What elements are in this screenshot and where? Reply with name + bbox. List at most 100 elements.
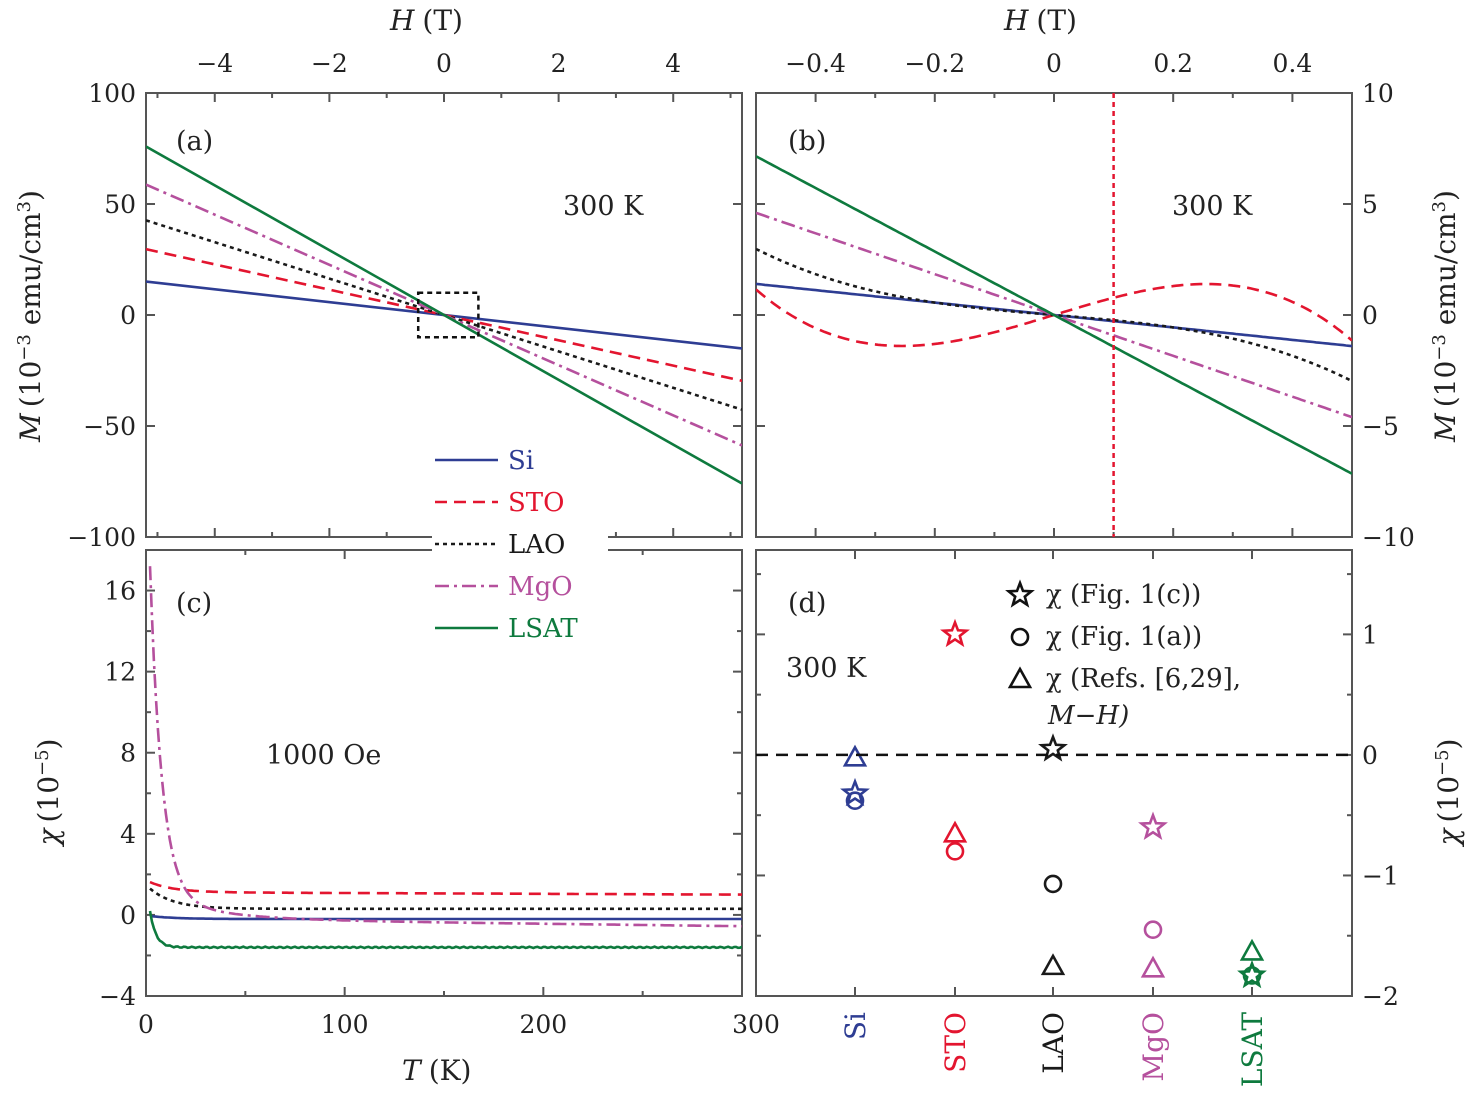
panel-d-y-tick-label: 1: [1362, 620, 1378, 649]
panel-b-temperature: 300 K: [1172, 191, 1253, 222]
panel-d-circle-sto: [945, 842, 965, 861]
panel-d-legend-circle-label: χ (Fig. 1(a)): [1046, 622, 1202, 652]
legend-background: [432, 444, 608, 652]
panel-d-star-mgo: [1138, 811, 1168, 841]
panel-a-x-tick-label: 0: [436, 49, 452, 78]
panel-a-curves: [146, 145, 742, 485]
legend-label-lao: LAO: [508, 530, 565, 560]
panel-d-category-labels: Si STO LAO MgO LSAT: [839, 1012, 1269, 1087]
panel-c-x-axis-title: T (K): [402, 1054, 471, 1087]
panel-a-y-tick-label: 0: [120, 301, 136, 330]
panel-b-x-tick-label: 0: [1046, 49, 1062, 78]
materials-legend: Si STO LAO MgO LSAT: [432, 444, 608, 652]
panel-a-y-tick-label: −100: [67, 523, 136, 552]
panel-d-category-lao: LAO: [1037, 1012, 1070, 1074]
legend-label-lsat: LSAT: [508, 614, 578, 644]
panel-b-x-tick-label: 0.2: [1153, 49, 1193, 78]
panel-c-y-tick-label: 0: [120, 901, 136, 930]
panel-d-category-si: Si: [839, 1012, 872, 1040]
panel-c-y-tick-label: 4: [120, 820, 136, 849]
panel-d-triangle-sto: [942, 820, 968, 843]
panel-c-curve-si: [149, 914, 742, 921]
panel-a-y-tick-label: 50: [104, 190, 136, 219]
panel-b-letter: (b): [788, 126, 826, 157]
panel-d-star-si: [840, 777, 870, 807]
panel-d-letter: (d): [788, 588, 826, 619]
panel-b-curve-lsat: [756, 155, 1352, 475]
panel-c-curve-lsat: [148, 910, 742, 950]
panel-d-category-sto: STO: [939, 1012, 972, 1073]
panel-a-x-tick-label: −4: [196, 49, 233, 78]
panel-c-y-tick-label: 16: [104, 577, 136, 606]
panel-a-temperature: 300 K: [563, 191, 644, 222]
panel-d-y-tick-label: −1: [1362, 861, 1399, 890]
panel-b-y-tick-label: −5: [1362, 412, 1399, 441]
panel-c-x-tick-label: 0: [138, 1010, 154, 1039]
panel-c-field: 1000 Oe: [266, 740, 381, 771]
panel-d-circle-mgo: [1143, 920, 1163, 940]
panel-c-curve-mgo: [148, 566, 742, 928]
panel-c-curve-lao: [149, 887, 742, 911]
panel-b-curve-mgo: [756, 211, 1352, 419]
panel-d-triangle-lsat: [1239, 938, 1265, 961]
panel-d-y-tick-label: 0: [1362, 741, 1378, 770]
panel-b-curves: [756, 155, 1352, 475]
panel-b-x-tick-label: −0.2: [904, 49, 965, 78]
panel-d-legend-star-icon: [1005, 579, 1035, 608]
axis-ticks: [145, 92, 1353, 997]
panel-a-y-tick-label: −50: [83, 412, 136, 441]
panel-a-letter: (a): [176, 126, 213, 157]
panel-b-y-tick-label: 5: [1362, 190, 1378, 219]
panel-d-circle-si: [845, 791, 865, 811]
panel-c-y-tick-label: 12: [104, 658, 136, 687]
panel-b-x-tick-label: 0.4: [1273, 49, 1313, 78]
panel-a-x-tick-label: 4: [665, 49, 681, 78]
panel-b-top-axis-title: H (T): [1003, 4, 1077, 37]
panel-d-legend-markers: [1005, 579, 1035, 689]
panel-a-zoom-box: [416, 291, 480, 339]
panel-d-frame: [755, 549, 1353, 997]
panel-d-legend-triangle-label: χ (Refs. [6,29],: [1046, 664, 1241, 694]
panel-d-triangle-mgo: [1140, 955, 1166, 978]
panel-b-y-axis-title: M(10−3 emu/cm3): [1429, 190, 1462, 443]
panel-a-x-tick-label: 2: [551, 49, 567, 78]
legend-label-mgo: MgO: [508, 572, 573, 602]
panel-d-legend: χ (Fig. 1(c)) χ (Fig. 1(a)) χ (Refs. [6,…: [1005, 579, 1241, 731]
panel-d-y-tick-label: −2: [1362, 982, 1399, 1011]
panel-d-circle-lsat: [1242, 966, 1262, 985]
panel-d-markers: [840, 618, 1267, 989]
panel-c-letter: (c): [176, 588, 212, 619]
panel-d-star-sto: [940, 618, 970, 648]
panel-b-x-tick-label: −0.4: [785, 49, 846, 78]
panel-a-y-axis-title: M(10−3 emu/cm3): [14, 190, 47, 443]
panel-b-y-tick-label: 10: [1362, 79, 1394, 108]
panel-d-triangle-lao: [1040, 953, 1066, 976]
panel-d-legend-triangle-icon: [1007, 666, 1033, 689]
panel-d-star-lsat: [1237, 959, 1267, 989]
panel-c-x-tick-label: 300: [732, 1010, 780, 1039]
panel-d-category-lsat: LSAT: [1236, 1012, 1269, 1087]
panel-c-y-axis-title: χ(10−5): [32, 738, 65, 847]
panel-d-y-axis-title: χ(10−5): [1432, 738, 1465, 847]
panel-c-x-tick-label: 100: [321, 1010, 369, 1039]
panel-a-y-tick-label: 100: [88, 79, 136, 108]
legend-label-sto: STO: [508, 488, 564, 518]
legend-label-si: Si: [508, 446, 534, 476]
panel-b-y-tick-label: 0: [1362, 301, 1378, 330]
panel-d-category-mgo: MgO: [1137, 1012, 1170, 1082]
panel-d-legend-triangle-label-2: M−H): [1047, 701, 1129, 731]
panel-c-curves: [148, 566, 742, 950]
panel-d-circle-lao: [1043, 874, 1063, 894]
panel-d-temperature: 300 K: [786, 653, 867, 684]
panel-a-x-tick-label: −2: [311, 49, 348, 78]
panel-d-legend-star-label: χ (Fig. 1(c)): [1046, 580, 1201, 610]
panel-d-triangle-si: [842, 744, 868, 767]
panel-c-x-tick-label: 200: [519, 1010, 567, 1039]
panel-a-curve-lsat: [146, 145, 742, 485]
panel-c-y-tick-label: −4: [99, 982, 136, 1011]
panel-c-curve-sto: [149, 880, 742, 896]
panel-c-y-tick-label: 8: [120, 739, 136, 768]
panel-a-top-axis-title: H (T): [389, 4, 463, 37]
